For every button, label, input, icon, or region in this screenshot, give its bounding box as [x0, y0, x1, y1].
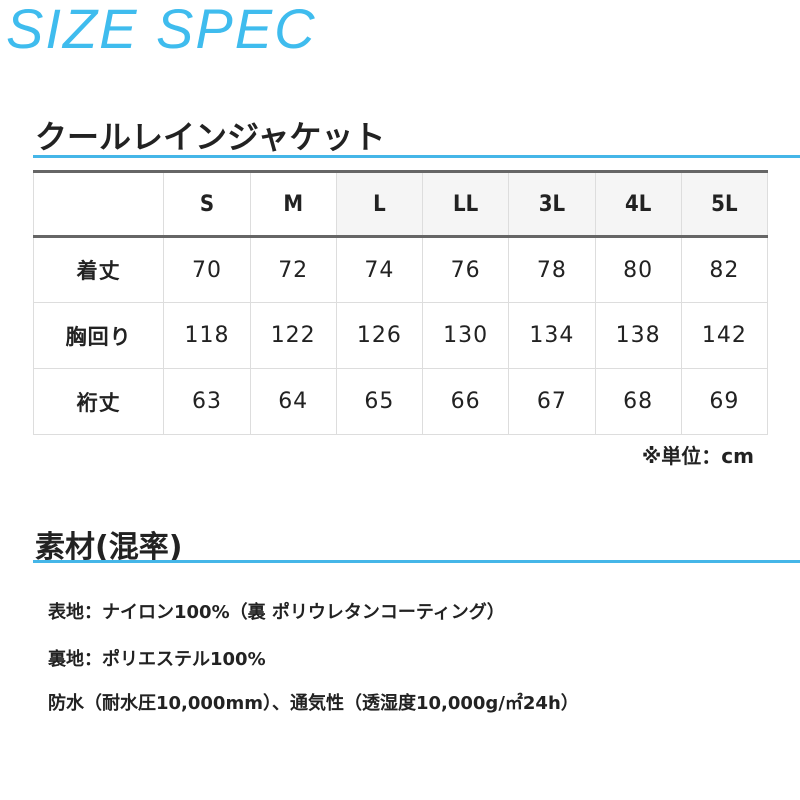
material-divider: [33, 560, 800, 563]
product-title: クールレインジャケット: [35, 118, 386, 156]
table-cell: 130: [422, 302, 510, 369]
material-line: 防水（耐水圧10,000mm）、通気性（透湿度10,000g/㎡24h）: [48, 693, 579, 714]
table-cell: 64: [249, 368, 337, 435]
table-cell: 142: [680, 302, 769, 369]
table-cell: 80: [594, 236, 682, 303]
size-header: S: [163, 171, 251, 237]
table-cell: 76: [422, 236, 510, 303]
table-cell: 69: [680, 368, 769, 435]
unit-note: ※単位：cm: [641, 444, 754, 468]
size-spec-logo: SIZE SPEC: [6, 0, 317, 60]
row-label: 胸回り: [32, 302, 165, 369]
title-divider: [33, 155, 800, 158]
table-cell: 82: [680, 236, 769, 303]
table-row: 胸回り 118 122 126 130 134 138 142: [32, 302, 769, 369]
material-line: 表地：ナイロン100%（裏 ポリウレタンコーティング）: [48, 602, 505, 623]
table-cell: 70: [163, 236, 251, 303]
size-header: 4L: [594, 171, 682, 237]
table-cell: 134: [508, 302, 596, 369]
size-header: L: [335, 171, 424, 237]
table-row: 着丈 70 72 74 76 78 80 82: [32, 236, 769, 303]
size-header: 3L: [508, 171, 596, 237]
table-cell: 65: [335, 368, 424, 435]
row-label: 着丈: [32, 236, 165, 303]
size-header: LL: [422, 171, 510, 237]
table-cell: 67: [508, 368, 596, 435]
size-header: M: [249, 171, 337, 237]
table-cell: 68: [594, 368, 682, 435]
table-cell: 138: [594, 302, 682, 369]
table-cell: 78: [508, 236, 596, 303]
size-header-row: S M L LL 3L 4L 5L: [32, 171, 769, 237]
table-cell: 66: [422, 368, 510, 435]
table-cell: 118: [163, 302, 251, 369]
corner-cell: [32, 171, 165, 237]
table-cell: 122: [249, 302, 337, 369]
table-cell: 126: [335, 302, 424, 369]
material-title: 素材(混率): [35, 530, 183, 565]
size-header: 5L: [680, 171, 769, 237]
table-cell: 72: [249, 236, 337, 303]
size-table: S M L LL 3L 4L 5L 着丈 70 72 74 76 78 80 82 胸回り 118…: [32, 170, 769, 435]
row-label: 裄丈: [32, 368, 165, 435]
table-cell: 74: [335, 236, 424, 303]
material-line: 裏地：ポリエステル100%: [48, 649, 266, 670]
table-row: 裄丈 63 64 65 66 67 68 69: [32, 368, 769, 435]
table-cell: 63: [163, 368, 251, 435]
